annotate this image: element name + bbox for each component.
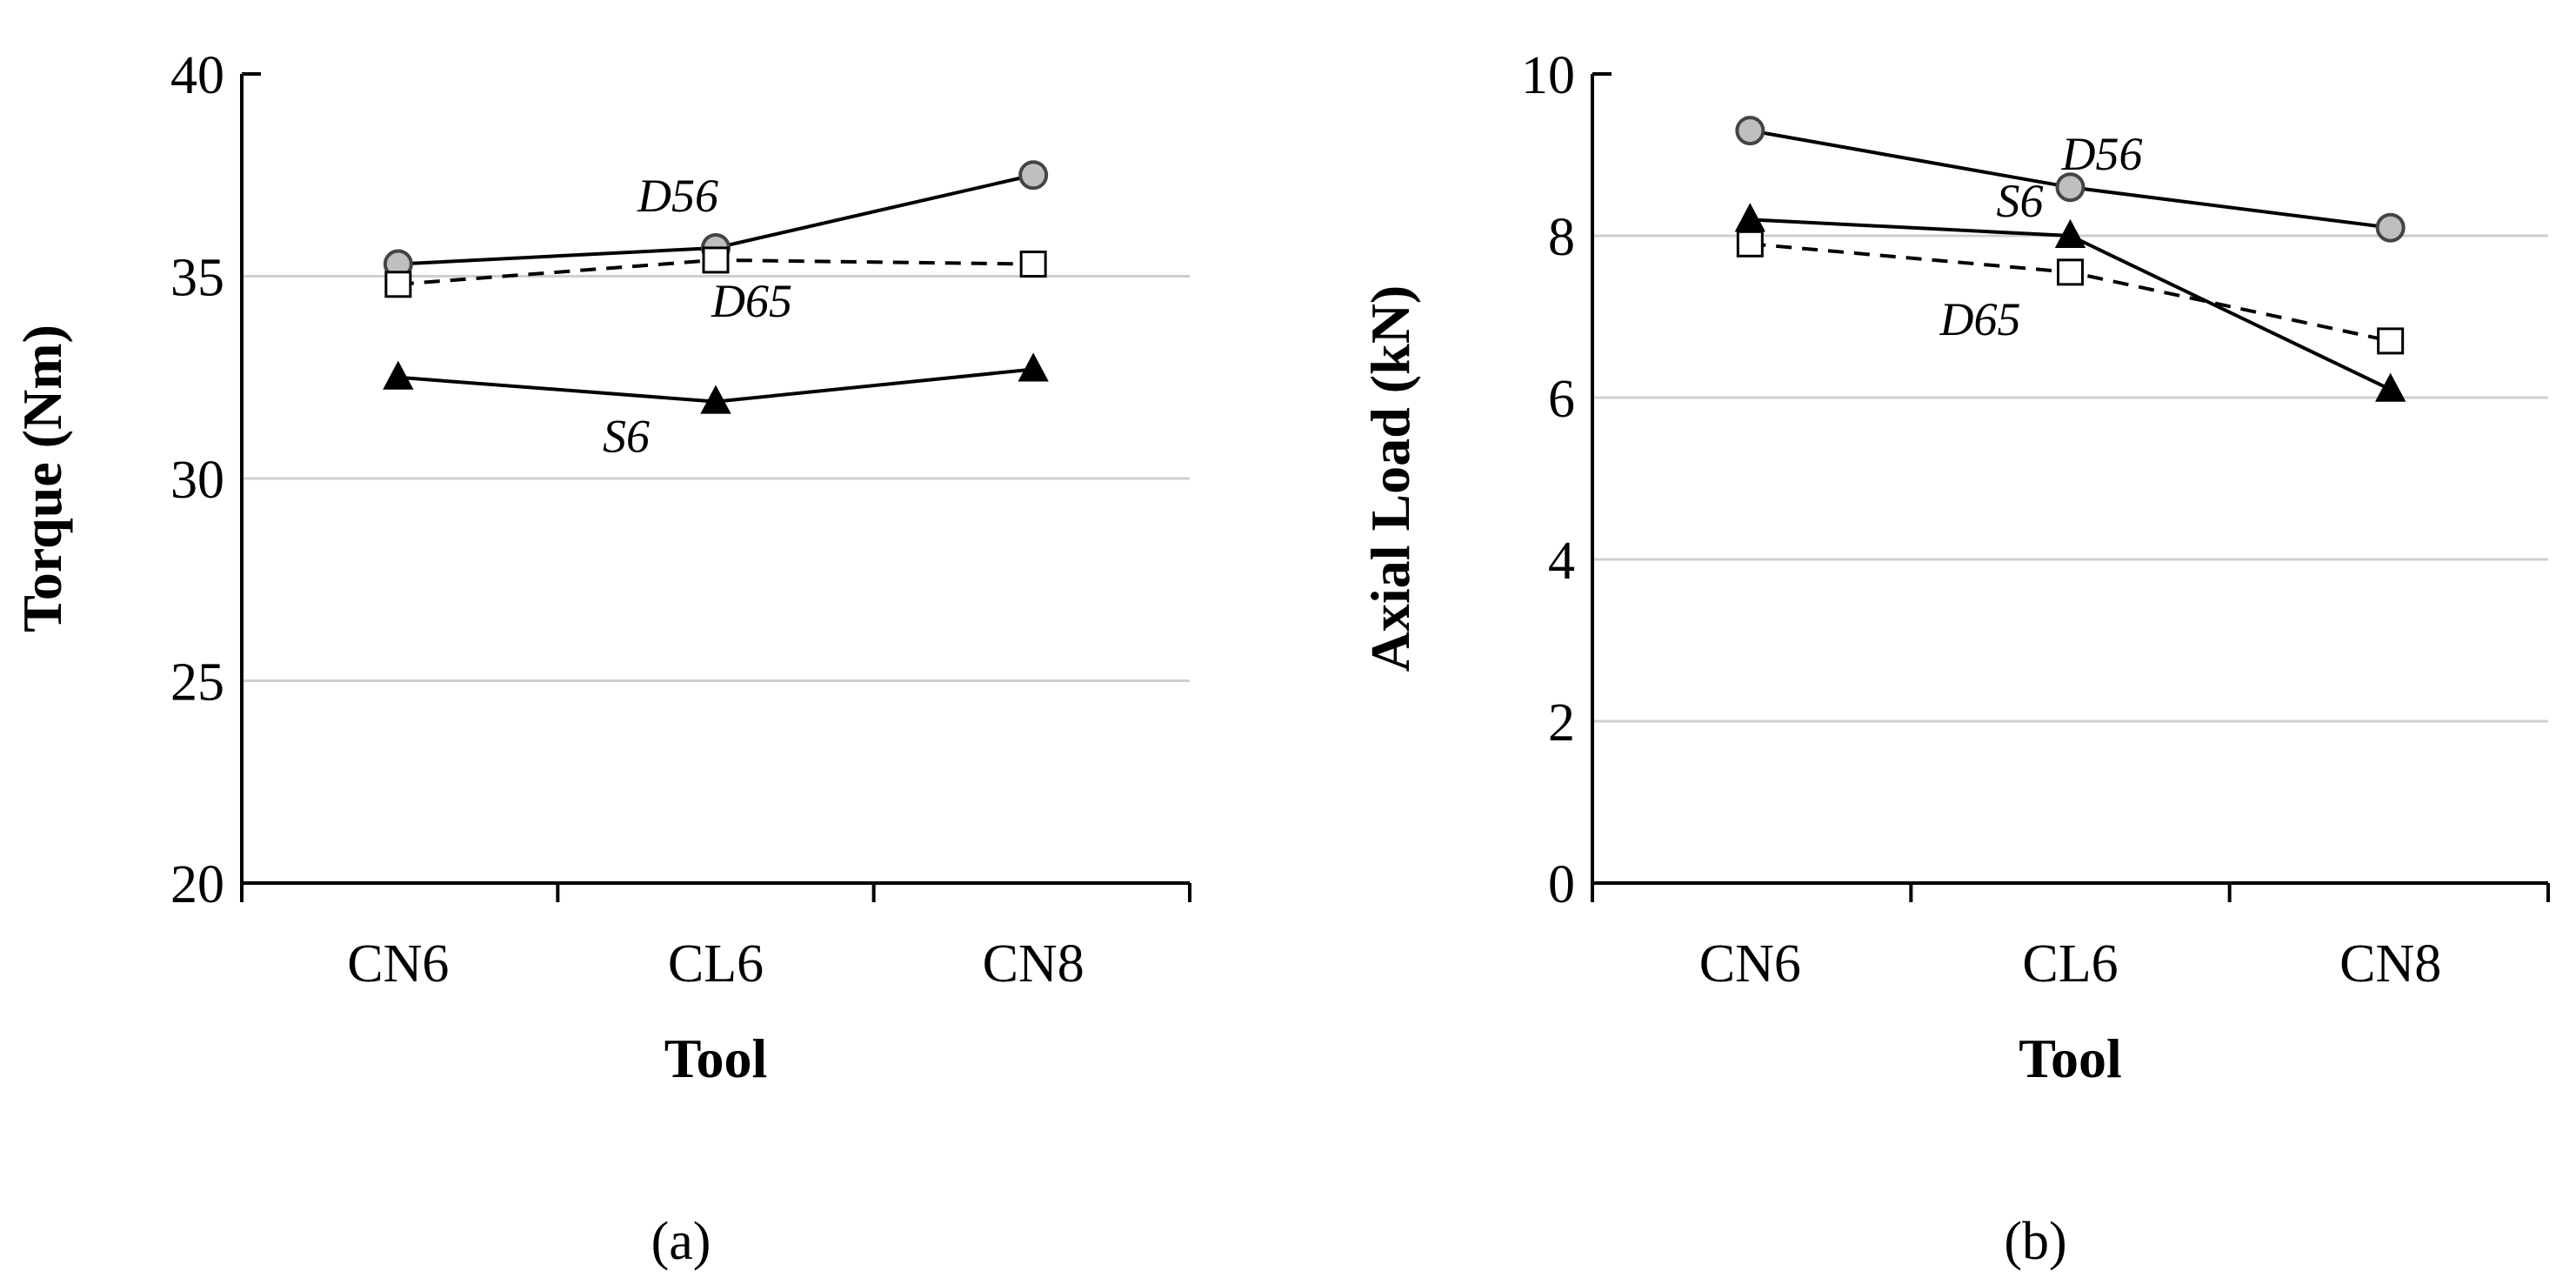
x-axis-title: Tool [2019, 1027, 2122, 1089]
data-point-D65 [1019, 251, 1047, 278]
data-point-D65 [2377, 327, 2405, 355]
data-point-D65 [2057, 258, 2084, 286]
chart-panel-a: 20 25 30 35 40 CN6 CL6 CN8 Tool Torque (Nm) D56 D65… [11, 46, 1191, 1271]
y-tick-label: 2 [1548, 693, 1575, 753]
data-point-D56 [2055, 172, 2085, 203]
y-axis-title: Axial Load (kN) [1359, 285, 1421, 673]
x-tick-label: CN6 [347, 934, 449, 994]
y-tick-label: 6 [1548, 370, 1575, 429]
x-tick-label: CL6 [2022, 934, 2118, 994]
data-point-D65 [1736, 230, 1764, 258]
y-tick-label: 8 [1548, 208, 1575, 267]
x-axis-title: Tool [664, 1027, 768, 1089]
data-point-S6 [700, 385, 731, 414]
series-label-D65: D65 [711, 275, 792, 327]
y-tick-label: 0 [1548, 855, 1575, 914]
y-tick-label: 25 [170, 653, 224, 713]
y-tick-label: 35 [170, 249, 224, 308]
series-label-D56: D56 [637, 170, 718, 222]
data-point-S6 [383, 360, 414, 390]
y-tick-label: 40 [170, 46, 224, 105]
x-tick-label: CN8 [2339, 934, 2441, 994]
series-line-D65 [1750, 242, 2392, 343]
chart-panel-b: 0 2 4 6 8 10 CN6 CL6 CN8 Tool Axial Load (kN) D56 S6… [1359, 46, 2550, 1271]
data-point-D65 [384, 271, 412, 298]
y-tick-label: 20 [170, 855, 224, 914]
data-point-S6 [2374, 372, 2406, 402]
x-tick-label: CN8 [983, 934, 1084, 994]
panel-label: (b) [2004, 1212, 2066, 1271]
series-label-D56: D56 [2061, 128, 2143, 180]
data-point-S6 [1734, 203, 1766, 232]
panel-label: (a) [651, 1212, 711, 1271]
data-point-D56 [2375, 212, 2406, 243]
data-point-S6 [2054, 218, 2086, 248]
y-axis-title: Torque (Nm) [11, 325, 73, 632]
data-point-D56 [1018, 160, 1049, 191]
series-label-S6: S6 [1997, 175, 2044, 227]
x-tick-label: CL6 [668, 934, 764, 994]
data-point-D56 [1735, 116, 1765, 146]
y-tick-label: 4 [1548, 532, 1575, 591]
y-tick-label: 30 [170, 451, 224, 510]
data-point-D65 [702, 246, 730, 274]
x-tick-label: CN6 [1699, 934, 1801, 994]
series-label-D65: D65 [1939, 293, 2021, 345]
data-point-S6 [1018, 352, 1049, 382]
series-label-S6: S6 [603, 411, 650, 463]
y-tick-label: 10 [1521, 46, 1575, 105]
